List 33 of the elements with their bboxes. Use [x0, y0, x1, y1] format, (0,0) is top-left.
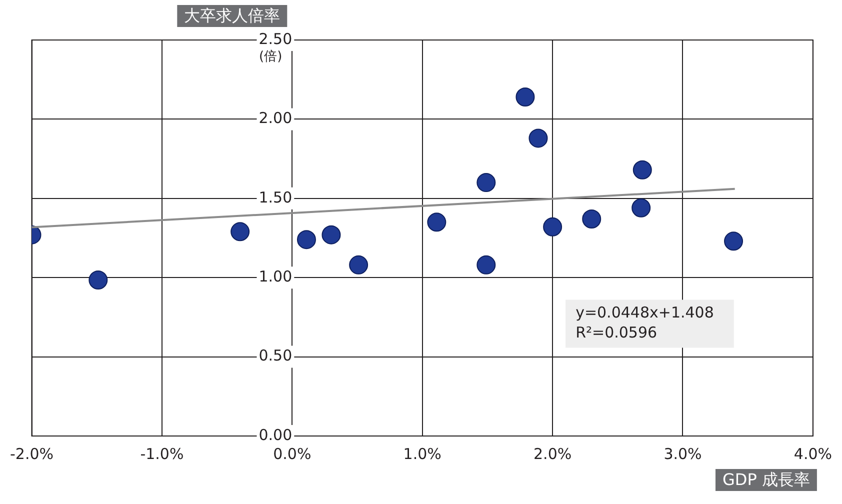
x-tick-label: 0.0% — [273, 444, 312, 463]
point — [632, 198, 651, 218]
point — [88, 270, 108, 290]
point — [543, 217, 562, 236]
annotation: R²=0.0596 — [576, 324, 658, 342]
point — [476, 255, 496, 274]
x-tick-label: -1.0% — [140, 444, 184, 463]
point — [230, 222, 250, 242]
x-axis-title: GDP 成長率 — [722, 470, 810, 490]
point — [476, 173, 496, 192]
y-tick-label: 0.00 — [258, 426, 292, 444]
y-tick-label: 2.50 — [258, 30, 292, 48]
point — [349, 255, 368, 274]
x-tick-label: 1.0% — [403, 444, 442, 463]
point — [516, 88, 535, 107]
y-axis-title: 大卒求人倍率 — [184, 6, 280, 26]
annotation: (倍) — [259, 49, 282, 64]
y-tick-label: 1.50 — [258, 188, 292, 206]
annotation: y=0.0448x+1.408 — [576, 304, 714, 322]
x-tick-label: 2.0% — [533, 444, 572, 463]
x-tick-label: 3.0% — [664, 444, 702, 463]
point — [724, 232, 744, 251]
x-tick-label: 4.0% — [794, 444, 832, 463]
x-tick-label: -2.0% — [10, 444, 54, 463]
y-tick-label: 2.00 — [258, 109, 292, 128]
point — [582, 209, 602, 228]
point — [322, 225, 341, 244]
point — [632, 160, 652, 180]
point — [296, 230, 316, 250]
y-tick-label: 1.00 — [258, 267, 292, 286]
y-tick-label: 0.50 — [258, 346, 292, 365]
point — [427, 212, 446, 232]
point — [528, 128, 548, 148]
